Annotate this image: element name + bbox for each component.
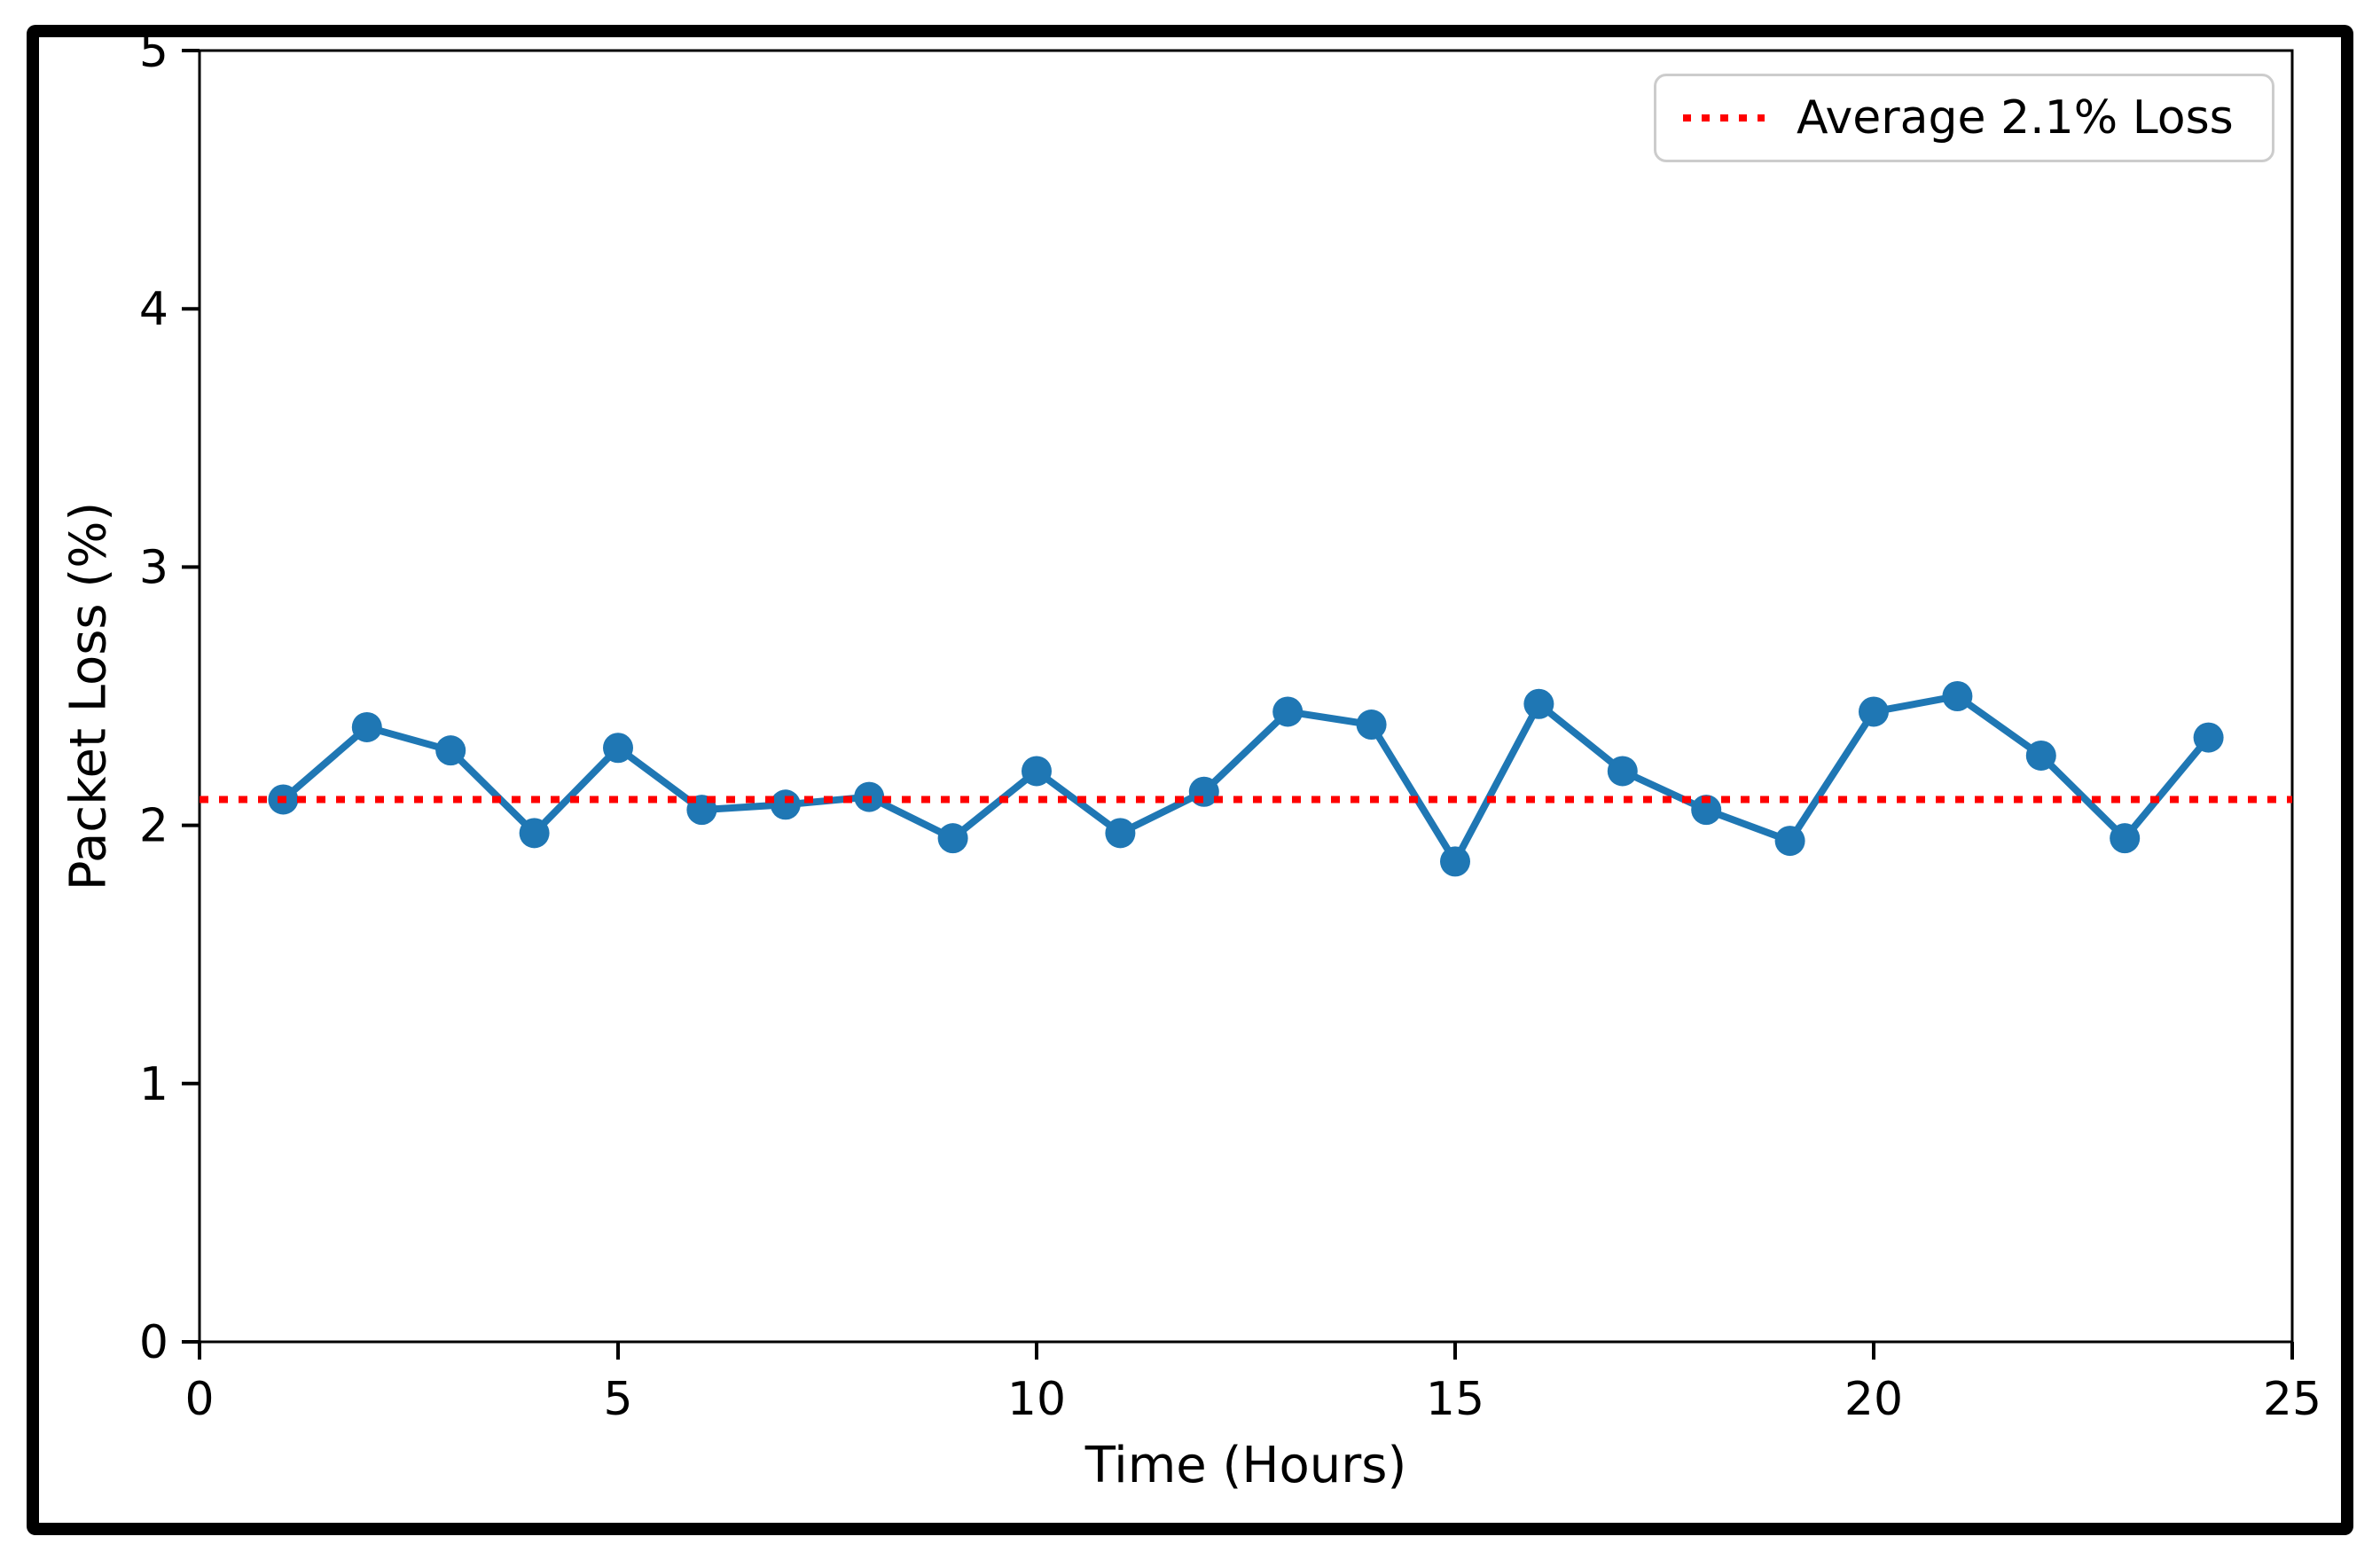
x-tick-label: 0 bbox=[184, 1373, 214, 1426]
x-tick-label: 15 bbox=[1426, 1373, 1484, 1426]
data-point-marker bbox=[435, 735, 466, 766]
figure-border bbox=[27, 25, 2353, 1535]
y-axis-label: Packet Loss (%) bbox=[59, 501, 118, 891]
data-point-marker bbox=[1942, 681, 1973, 711]
data-point-marker bbox=[519, 818, 550, 849]
data-point-marker bbox=[1440, 846, 1470, 877]
x-tick-label: 10 bbox=[1007, 1373, 1066, 1426]
data-point-marker bbox=[770, 789, 801, 820]
y-tick-label: 2 bbox=[139, 800, 168, 853]
data-point-marker bbox=[2025, 740, 2056, 771]
legend-label: Average 2.1% Loss bbox=[1797, 91, 2234, 145]
legend: Average 2.1% Loss bbox=[1654, 74, 2274, 162]
data-point-marker bbox=[1774, 826, 1805, 857]
y-tick-label: 4 bbox=[139, 283, 168, 336]
x-tick-label: 20 bbox=[1844, 1373, 1903, 1426]
data-point-marker bbox=[1022, 756, 1052, 787]
y-tick-label: 5 bbox=[139, 25, 168, 78]
y-tick-label: 0 bbox=[139, 1316, 168, 1369]
data-point-marker bbox=[1523, 688, 1554, 719]
average-line-legend-swatch bbox=[1683, 114, 1765, 122]
data-point-marker bbox=[2110, 823, 2141, 854]
data-point-marker bbox=[603, 733, 633, 764]
data-point-marker bbox=[1607, 756, 1638, 787]
x-tick-label: 25 bbox=[2263, 1373, 2321, 1426]
data-point-marker bbox=[1272, 696, 1304, 727]
data-point-marker bbox=[937, 823, 968, 854]
data-point-marker bbox=[1356, 709, 1387, 741]
axes-spines bbox=[198, 49, 2294, 1344]
x-tick-label: 5 bbox=[603, 1373, 632, 1426]
y-tick-label: 1 bbox=[139, 1058, 168, 1111]
y-tick-label: 3 bbox=[139, 541, 168, 594]
data-point-marker bbox=[1691, 795, 1722, 826]
data-point-marker bbox=[2193, 722, 2224, 753]
x-axis-label: Time (Hours) bbox=[1084, 1437, 1407, 1494]
data-point-marker bbox=[351, 711, 382, 742]
data-point-marker bbox=[1859, 696, 1889, 727]
data-point-marker bbox=[1105, 818, 1136, 849]
packet-loss-line bbox=[279, 693, 2212, 866]
